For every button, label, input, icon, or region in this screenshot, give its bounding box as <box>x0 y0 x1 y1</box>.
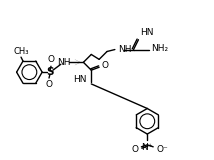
Text: NH: NH <box>118 45 131 54</box>
Text: O: O <box>131 145 138 154</box>
Text: NH₂: NH₂ <box>151 44 168 53</box>
Text: N⁺: N⁺ <box>141 143 153 152</box>
Text: S: S <box>46 67 54 77</box>
Text: O⁻: O⁻ <box>156 145 168 154</box>
Text: HN: HN <box>140 28 154 37</box>
Text: O: O <box>48 55 55 64</box>
Text: CH₃: CH₃ <box>13 47 29 56</box>
Text: O: O <box>46 80 52 89</box>
Text: HN: HN <box>73 76 86 84</box>
Text: O: O <box>101 61 108 70</box>
Text: NH: NH <box>57 58 71 67</box>
